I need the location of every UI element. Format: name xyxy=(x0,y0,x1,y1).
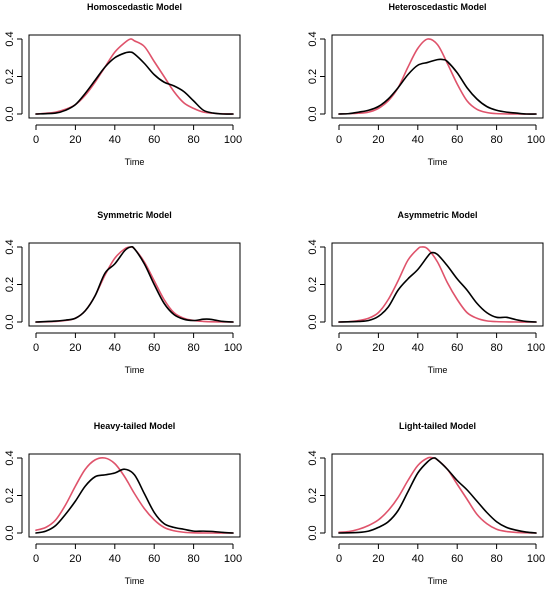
estimated-density-line xyxy=(338,251,537,323)
y-tick-label: 0.4 xyxy=(307,450,319,465)
x-tick-label: 20 xyxy=(69,342,81,354)
x-tick-label: 80 xyxy=(490,342,502,354)
estimated-density-line xyxy=(338,457,537,534)
x-tick-label: 40 xyxy=(109,553,121,565)
x-tick-label: 0 xyxy=(33,134,39,146)
x-tick-label: 80 xyxy=(187,342,199,354)
x-axis-label: Time xyxy=(125,365,145,375)
x-tick-label: 20 xyxy=(372,553,384,565)
x-tick-label: 20 xyxy=(372,134,384,146)
true-density-line xyxy=(338,246,537,323)
x-axis-label: Time xyxy=(125,576,145,586)
x-tick-label: 60 xyxy=(451,342,463,354)
x-tick-label: 80 xyxy=(490,553,502,565)
y-tick-label: 0.4 xyxy=(307,239,319,254)
panel: Heteroscedastic Model 0 20 40 60 80 100 Time 0.0… xyxy=(307,2,545,167)
y-tick-label: 0.2 xyxy=(307,488,319,503)
plot-frame xyxy=(331,453,544,538)
x-tick-label: 20 xyxy=(69,553,81,565)
y-tick-label: 0.0 xyxy=(307,106,319,121)
chart-title: Heteroscedastic Model xyxy=(388,2,486,12)
x-tick-label: 60 xyxy=(148,134,160,146)
x-tick-label: 100 xyxy=(527,553,545,565)
x-tick-label: 60 xyxy=(148,553,160,565)
y-tick-label: 0.2 xyxy=(307,69,319,84)
y-tick-label: 0.0 xyxy=(307,525,319,540)
y-tick-label: 0.2 xyxy=(307,277,319,292)
y-tick-label: 0.2 xyxy=(4,277,16,292)
x-tick-label: 60 xyxy=(451,134,463,146)
x-tick-label: 80 xyxy=(490,134,502,146)
x-tick-label: 80 xyxy=(187,134,199,146)
true-density-line xyxy=(35,246,234,323)
y-tick-label: 0.0 xyxy=(4,314,16,329)
x-tick-label: 40 xyxy=(412,553,424,565)
y-tick-label: 0.0 xyxy=(307,314,319,329)
y-tick-label: 0.2 xyxy=(4,488,16,503)
x-tick-label: 0 xyxy=(336,342,342,354)
y-tick-label: 0.4 xyxy=(4,239,16,254)
x-tick-label: 80 xyxy=(187,553,199,565)
x-tick-label: 100 xyxy=(224,342,242,354)
x-tick-label: 0 xyxy=(336,553,342,565)
chart-title: Light-tailed Model xyxy=(399,421,476,431)
chart-title: Asymmetric Model xyxy=(397,210,477,220)
x-tick-label: 20 xyxy=(69,134,81,146)
panel: Symmetric Model 0 20 40 60 80 100 Time 0.0 0.2 0.4 xyxy=(4,210,242,375)
x-tick-label: 0 xyxy=(336,134,342,146)
x-tick-label: 100 xyxy=(527,134,545,146)
chart-title: Symmetric Model xyxy=(97,210,172,220)
chart-title: Heavy-tailed Model xyxy=(94,421,176,431)
x-tick-label: 40 xyxy=(412,342,424,354)
panel: Asymmetric Model 0 20 40 60 80 100 Time 0.0 0.2 0.… xyxy=(307,210,545,375)
panel: Heavy-tailed Model 0 20 40 60 80 100 Time 0.0 0.2… xyxy=(4,421,242,586)
estimated-density-line xyxy=(35,51,234,115)
x-tick-label: 40 xyxy=(109,342,121,354)
x-tick-label: 40 xyxy=(109,134,121,146)
estimated-density-line xyxy=(338,58,537,115)
y-tick-label: 0.2 xyxy=(4,69,16,84)
panel: Light-tailed Model 0 20 40 60 80 100 Time 0.0 0.2… xyxy=(307,421,545,586)
estimated-density-line xyxy=(35,468,234,534)
plot-frame xyxy=(331,242,544,327)
plot-frame xyxy=(28,242,241,327)
x-tick-label: 60 xyxy=(451,553,463,565)
x-tick-label: 100 xyxy=(224,134,242,146)
x-tick-label: 40 xyxy=(412,134,424,146)
y-tick-label: 0.4 xyxy=(4,31,16,46)
x-tick-label: 0 xyxy=(33,553,39,565)
plot-frame xyxy=(28,34,241,119)
x-tick-label: 100 xyxy=(527,342,545,354)
y-tick-label: 0.0 xyxy=(4,525,16,540)
panel: Homoscedastic Model 0 20 40 60 80 100 Time 0.0 0.… xyxy=(4,2,242,167)
x-axis-label: Time xyxy=(428,576,448,586)
x-tick-label: 0 xyxy=(33,342,39,354)
true-density-line xyxy=(338,456,537,534)
true-density-line xyxy=(35,38,234,115)
true-density-line xyxy=(338,38,537,115)
x-axis-label: Time xyxy=(125,157,145,167)
x-axis-label: Time xyxy=(428,365,448,375)
chart-title: Homoscedastic Model xyxy=(87,2,182,12)
y-tick-label: 0.4 xyxy=(4,450,16,465)
x-axis-label: Time xyxy=(428,157,448,167)
true-density-line xyxy=(35,456,234,534)
y-tick-label: 0.4 xyxy=(307,31,319,46)
x-tick-label: 100 xyxy=(224,553,242,565)
x-tick-label: 60 xyxy=(148,342,160,354)
plot-frame xyxy=(331,34,544,119)
x-tick-label: 20 xyxy=(372,342,384,354)
plot-frame xyxy=(28,453,241,538)
estimated-density-line xyxy=(35,245,234,323)
y-tick-label: 0.0 xyxy=(4,106,16,121)
